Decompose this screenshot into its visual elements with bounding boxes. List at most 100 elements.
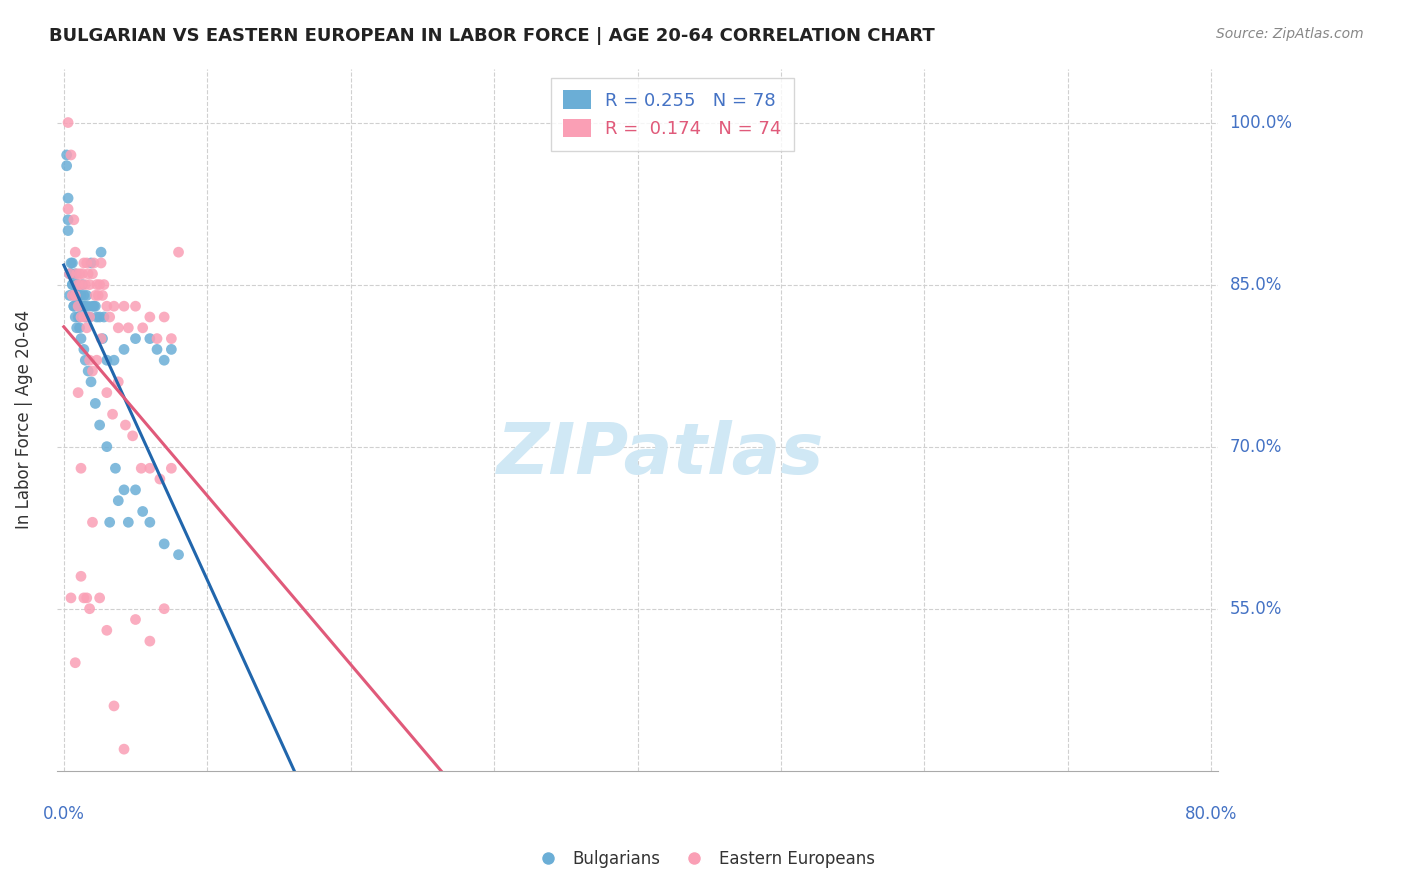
Eastern Europeans: [82, 516, 104, 530]
Eastern Europeans: [63, 212, 86, 227]
Text: 70.0%: 70.0%: [1230, 438, 1282, 456]
Eastern Europeans: [114, 418, 136, 433]
Eastern Europeans: [87, 288, 110, 302]
Bulgarians: [83, 299, 105, 313]
Legend: Bulgarians, Eastern Europeans: Bulgarians, Eastern Europeans: [524, 844, 882, 875]
Bulgarians: [73, 299, 96, 313]
Bulgarians: [59, 267, 82, 281]
Eastern Europeans: [96, 385, 118, 400]
Eastern Europeans: [107, 320, 129, 334]
Eastern Europeans: [59, 148, 82, 162]
Bulgarians: [93, 310, 115, 324]
Eastern Europeans: [70, 461, 93, 475]
Eastern Europeans: [73, 310, 96, 324]
Bulgarians: [59, 256, 82, 270]
Eastern Europeans: [96, 624, 118, 638]
Bulgarians: [98, 516, 121, 530]
Bulgarians: [67, 277, 90, 292]
Bulgarians: [80, 256, 103, 270]
Bulgarians: [58, 288, 80, 302]
Bulgarians: [86, 310, 108, 324]
Bulgarians: [112, 483, 135, 497]
Bulgarians: [84, 299, 107, 313]
Eastern Europeans: [58, 267, 80, 281]
Text: 55.0%: 55.0%: [1230, 599, 1282, 617]
Eastern Europeans: [79, 353, 101, 368]
Bulgarians: [73, 343, 96, 357]
Bulgarians: [79, 310, 101, 324]
Eastern Europeans: [96, 299, 118, 313]
Bulgarians: [124, 483, 146, 497]
Eastern Europeans: [90, 256, 112, 270]
Bulgarians: [153, 353, 176, 368]
Bulgarians: [139, 332, 162, 346]
Bulgarians: [69, 310, 91, 324]
Bulgarians: [76, 310, 98, 324]
Eastern Europeans: [139, 634, 162, 648]
Eastern Europeans: [66, 267, 89, 281]
Eastern Europeans: [153, 310, 176, 324]
Bulgarians: [112, 343, 135, 357]
Eastern Europeans: [67, 385, 90, 400]
Eastern Europeans: [101, 407, 124, 421]
Eastern Europeans: [117, 320, 139, 334]
Bulgarians: [77, 364, 100, 378]
Eastern Europeans: [70, 310, 93, 324]
Eastern Europeans: [67, 277, 90, 292]
Bulgarians: [72, 299, 94, 313]
Text: 100.0%: 100.0%: [1230, 113, 1292, 131]
Eastern Europeans: [86, 277, 108, 292]
Text: Source: ZipAtlas.com: Source: ZipAtlas.com: [1216, 27, 1364, 41]
Y-axis label: In Labor Force | Age 20-64: In Labor Force | Age 20-64: [15, 310, 32, 529]
Eastern Europeans: [149, 472, 172, 486]
Eastern Europeans: [89, 277, 111, 292]
Eastern Europeans: [70, 569, 93, 583]
Bulgarians: [60, 277, 83, 292]
Eastern Europeans: [124, 299, 146, 313]
Bulgarians: [96, 440, 118, 454]
Eastern Europeans: [90, 332, 112, 346]
Bulgarians: [65, 267, 87, 281]
Bulgarians: [104, 461, 127, 475]
Bulgarians: [103, 353, 125, 368]
Eastern Europeans: [79, 601, 101, 615]
Bulgarians: [63, 299, 86, 313]
Bulgarians: [160, 343, 183, 357]
Bulgarians: [153, 537, 176, 551]
Eastern Europeans: [76, 320, 98, 334]
Bulgarians: [63, 288, 86, 302]
Bulgarians: [67, 288, 90, 302]
Eastern Europeans: [139, 310, 162, 324]
Bulgarians: [131, 504, 153, 518]
Eastern Europeans: [56, 202, 79, 216]
Eastern Europeans: [160, 461, 183, 475]
Eastern Europeans: [146, 332, 169, 346]
Eastern Europeans: [91, 288, 114, 302]
Bulgarians: [65, 277, 87, 292]
Eastern Europeans: [67, 299, 90, 313]
Eastern Europeans: [103, 299, 125, 313]
Eastern Europeans: [93, 277, 115, 292]
Eastern Europeans: [82, 267, 104, 281]
Bulgarians: [66, 277, 89, 292]
Eastern Europeans: [89, 591, 111, 605]
Eastern Europeans: [112, 299, 135, 313]
Bulgarians: [69, 299, 91, 313]
Eastern Europeans: [76, 591, 98, 605]
Bulgarians: [75, 299, 97, 313]
Text: 85.0%: 85.0%: [1230, 276, 1282, 293]
Eastern Europeans: [98, 310, 121, 324]
Eastern Europeans: [112, 742, 135, 756]
Bulgarians: [60, 277, 83, 292]
Bulgarians: [77, 299, 100, 313]
Eastern Europeans: [79, 310, 101, 324]
Bulgarians: [75, 353, 97, 368]
Bulgarians: [96, 353, 118, 368]
Bulgarians: [84, 396, 107, 410]
Bulgarians: [69, 320, 91, 334]
Eastern Europeans: [73, 591, 96, 605]
Bulgarians: [65, 288, 87, 302]
Text: 0.0%: 0.0%: [42, 805, 84, 823]
Eastern Europeans: [83, 256, 105, 270]
Bulgarians: [70, 332, 93, 346]
